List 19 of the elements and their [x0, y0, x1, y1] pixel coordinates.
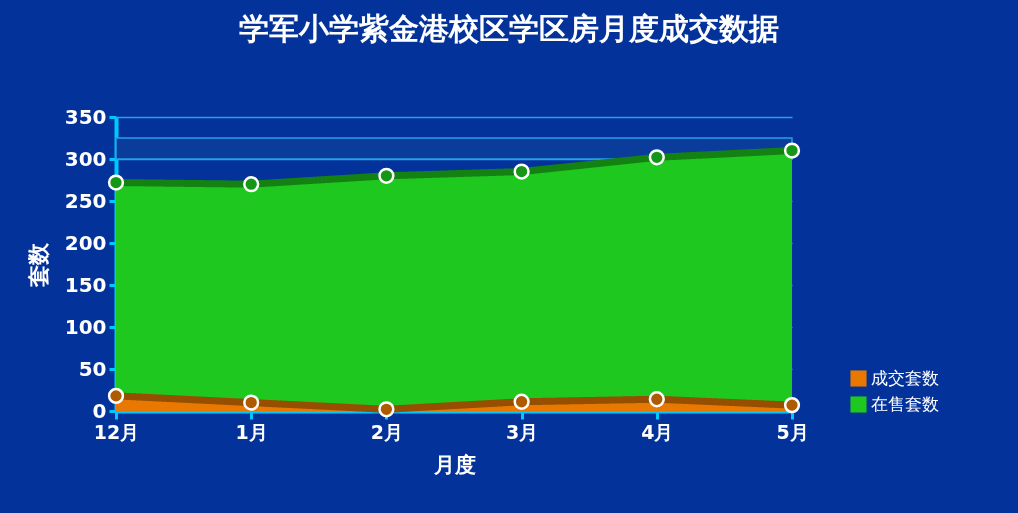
chart-title: 学军小学紫金港校区学区房月度成交数据: [239, 11, 779, 46]
x-tick-label: 4月: [641, 420, 674, 443]
x-tick-label: 3月: [505, 420, 539, 443]
y-tick-label: 300: [64, 146, 107, 171]
legend-label: 成交套数: [871, 367, 939, 388]
y-tick-label: 350: [64, 104, 107, 129]
x-tick-label: 2月: [370, 420, 404, 443]
legend-label: 在售套数: [871, 393, 939, 414]
y-tick-label: 50: [78, 356, 107, 381]
y-tick-label: 250: [64, 188, 107, 213]
x-tick-label: 1月: [235, 420, 268, 443]
x-tick-label: 5月: [776, 420, 809, 443]
y-axis-title: 套数: [25, 241, 51, 288]
y-tick-label: 0: [92, 398, 107, 423]
y-tick-label: 150: [64, 272, 107, 297]
x-axis-title: 月度: [432, 452, 476, 477]
y-tick-label: 100: [64, 314, 107, 339]
x-tick-label: 12月: [93, 420, 140, 443]
y-tick-label: 200: [64, 230, 107, 255]
